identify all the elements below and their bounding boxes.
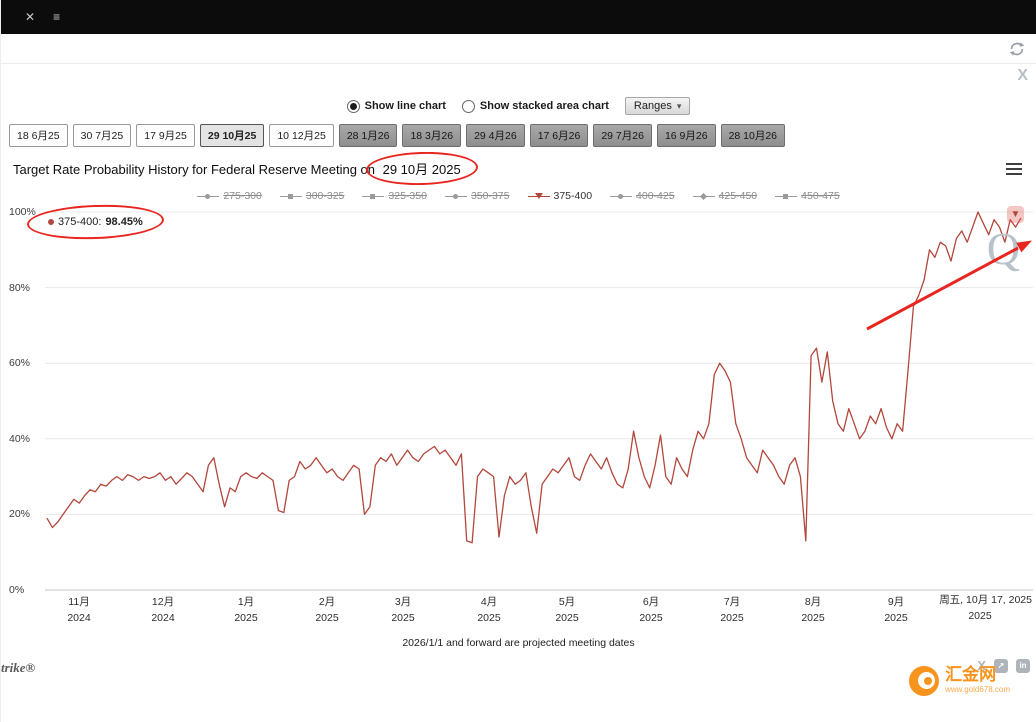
legend-item[interactable]: 375-400 [527,190,593,202]
radio-line-chart[interactable]: Show line chart [346,99,446,113]
site-logo-icon [909,666,940,696]
diamond-marker-icon [692,191,715,201]
y-axis-label: 80% [9,281,31,294]
tooltip: 375-400: 98.45% [45,215,146,229]
radio-icon-unchecked[interactable] [461,99,475,113]
legend-label: 375-400 [553,190,593,202]
x-axis-label: 2月 2025 [315,596,339,624]
x-axis-label: 3月 2025 [391,596,415,624]
legend-item[interactable]: 275-300 [197,190,262,202]
divider [1,63,1036,64]
legend-label: 275-300 [223,190,262,202]
series-dot-icon [48,219,54,225]
y-axis-label: 40% [9,432,31,445]
legend-item[interactable]: 350-375 [444,190,510,202]
legend-label: 300-325 [305,190,345,202]
linkedin-icon[interactable]: in [1016,658,1030,673]
x-share-icon[interactable]: X [977,658,986,673]
x-close-icon[interactable]: X [1017,67,1028,84]
site-logo[interactable]: 汇金网 www.gold678.com [909,665,1010,696]
circle-marker-icon [444,191,467,201]
radio-icon-checked[interactable] [346,99,360,113]
quikstrike-brand: trike® [1,660,36,675]
legend-label: 400-425 [636,190,675,202]
projection-footnote: 2026/1/1 and forward are projected meeti… [402,637,635,649]
meeting-tab[interactable]: 17 9月25 [136,124,195,147]
x-axis-label: 9月 2025 [884,596,908,624]
legend-label: 450-475 [801,190,840,202]
current-date-label: 周五, 10月 17, 2025 [939,594,1032,606]
meeting-tabs: 18 6月25 30 7月25 17 9月25 29 10月25 10 12月25 28 … [9,124,786,147]
social-icons: X ↗ in [977,658,1030,673]
ranges-label: Ranges [633,100,672,112]
radio-area-label: Show stacked area chart [479,100,609,112]
tooltip-value: 98.45% [105,216,143,228]
meeting-tab-projected[interactable]: 28 10月26 [720,124,786,147]
circle-marker-icon [197,191,220,201]
x-axis-label: 8月 2025 [801,596,825,624]
x-axis-label: 6月 2025 [639,596,663,624]
x-axis-label: 7月 2025 [720,596,744,624]
share-icon[interactable]: ↗ [994,658,1008,673]
x-axis-label: 5月 2025 [555,596,579,624]
meeting-tab-projected[interactable]: 17 6月26 [529,124,589,147]
chart-title-prefix: Target Rate Probability History for Fede… [13,162,379,177]
legend-item[interactable]: 400-425 [610,190,675,202]
top-bar: ✕ ≡ [1,0,1036,34]
meeting-tab-projected[interactable]: 29 7月26 [593,124,652,147]
x-axis-label: 1月 2025 [234,596,258,624]
x-axis-year-label: 2025 [968,610,992,622]
meeting-tab-projected[interactable]: 28 1月26 [338,124,398,147]
legend-item[interactable]: 450-475 [775,190,840,202]
refresh-icon[interactable] [1008,40,1026,58]
chart-legend: 275-300 300-325 325-350 350-375 375-400 400-4… [1,190,1036,202]
series-marker-flag-icon: ▼ [1007,206,1024,223]
radio-stacked-area-chart[interactable]: Show stacked area chart [461,99,609,113]
x-axis-label: 4月 2025 [477,596,501,624]
site-url: www.gold678.com [945,684,1010,694]
legend-label: 325-350 [388,190,427,202]
chart-title: Target Rate Probability History for Fede… [13,159,465,178]
circle-marker-icon [610,191,633,201]
chevron-down-icon: ▾ [676,100,682,111]
meeting-tab[interactable]: 10 12月25 [269,124,334,147]
y-axis-label: 20% [9,508,31,521]
meeting-tab[interactable]: 30 7月25 [72,124,132,147]
meeting-tab-projected[interactable]: 16 9月26 [656,124,716,147]
site-name: 汇金网 [945,665,997,684]
square-marker-icon [279,191,302,201]
legend-label: 425-450 [718,190,758,202]
y-axis-label: 60% [9,357,31,370]
ranges-dropdown[interactable]: Ranges ▾ [624,97,691,115]
y-axis-label: 0% [9,584,25,596]
menu-icon[interactable]: ≡ [53,10,61,24]
x-axis-label: 11月 2024 [67,596,91,624]
chart-menu-icon[interactable] [1006,163,1022,178]
chart-controls: Show line chart Show stacked area chart … [1,97,1036,115]
x-axis-label: 12月 2024 [151,596,175,624]
meeting-tab[interactable]: 18 6月25 [9,124,68,147]
meeting-tab-projected[interactable]: 18 3月26 [402,124,462,147]
triangle-down-marker-icon [527,191,550,201]
legend-item[interactable]: 325-350 [362,190,427,202]
legend-item[interactable]: 300-325 [279,190,345,202]
chart-title-date-circled: 29 10月 2025 [379,159,465,178]
quikstrike-watermark-icon: Q [986,223,1020,274]
square-marker-icon [362,191,385,201]
y-axis-label: 100% [9,206,36,218]
radio-line-label: Show line chart [364,100,446,112]
square-marker-icon [775,191,798,201]
meeting-tab-projected[interactable]: 29 4月26 [466,124,525,147]
meeting-tab[interactable]: 29 10月25 [199,124,265,147]
legend-label: 350-375 [470,190,510,202]
legend-item[interactable]: 425-450 [692,190,758,202]
tooltip-series: 375-400: [58,216,102,228]
close-icon[interactable]: ✕ [25,10,36,24]
